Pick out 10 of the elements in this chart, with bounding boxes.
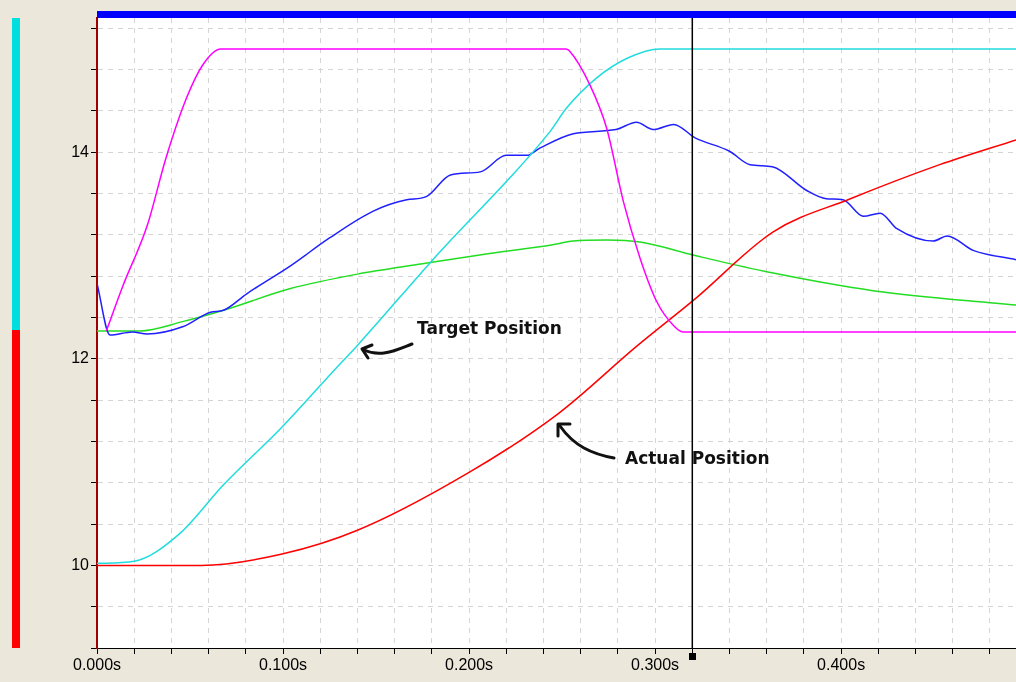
annotation: Actual Position	[625, 448, 770, 469]
x-tick-label: 0.400s	[817, 656, 866, 674]
y-tick-label: 10	[71, 555, 90, 573]
x-tick-label: 0.100s	[259, 656, 308, 674]
annotation: Target Position	[417, 318, 562, 339]
x-tick-label: 0.000s	[72, 656, 122, 674]
y-tick-label: 14	[71, 142, 90, 160]
x-tick-label: 0.300s	[631, 656, 680, 674]
y-tick-label: 12	[71, 349, 90, 367]
x-tick-label: 0.200s	[445, 656, 494, 674]
